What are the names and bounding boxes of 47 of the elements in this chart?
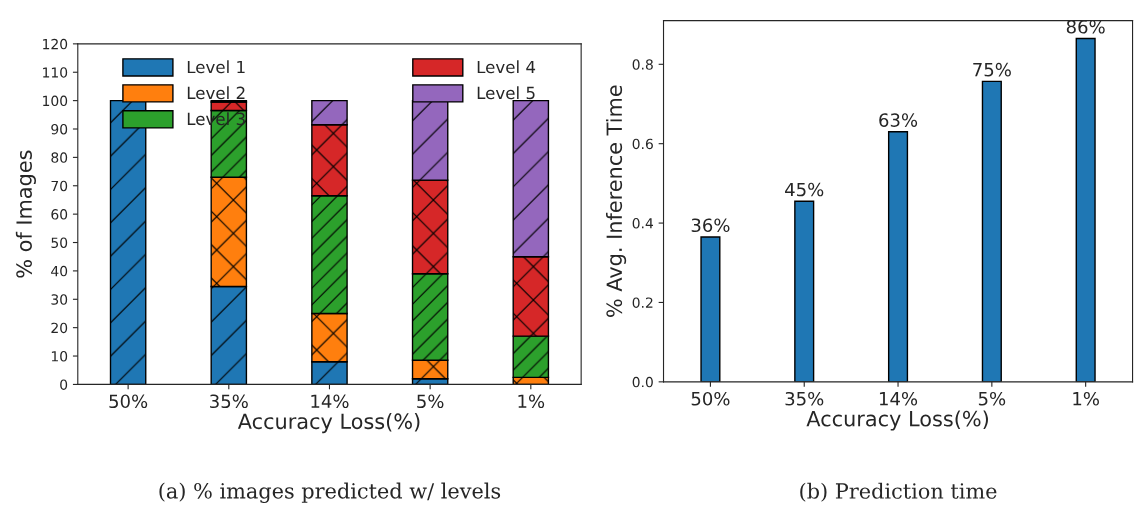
y-axis-title: % Avg. Inference Time (605, 85, 627, 317)
x-tick-label: 50% (109, 394, 148, 409)
y-tick-label: 0.6 (632, 138, 653, 150)
text: (a) % images predicted w/ levels (159, 482, 501, 504)
x-tick-label: 35% (785, 391, 824, 406)
y-tick-label: 90 (51, 123, 68, 135)
y-tick-label: 0.0 (632, 376, 653, 388)
bar (1075, 37, 1096, 382)
legend-label: Level 2 (187, 86, 245, 100)
y-tick-label: 40 (51, 265, 68, 277)
text: 45% (785, 182, 824, 197)
bar (700, 236, 721, 382)
bar (887, 131, 909, 382)
x-axis-title: Accuracy Loss(%) (237, 413, 420, 434)
y-tick-label: 60 (51, 209, 68, 220)
y-tick-label: 30 (51, 294, 68, 305)
y-tick-label: 70 (51, 180, 68, 192)
bar (981, 80, 1002, 382)
y-tick-label: 20 (51, 322, 68, 334)
text: (b) Prediction time (800, 482, 997, 502)
text: 36% (691, 218, 730, 233)
y-tick-label: 0.2 (632, 297, 653, 308)
text: 63% (879, 113, 918, 127)
legend-label: Level 1 (187, 60, 245, 74)
x-tick-label: 50% (691, 391, 730, 406)
bar (794, 200, 815, 382)
legend-label: Level 4 (477, 60, 536, 74)
y-axis-title: % of Images (15, 150, 36, 278)
y-tick-label: 100 (43, 95, 68, 107)
x-tick-label: 1% (518, 394, 545, 409)
x-tick-label: 14% (311, 394, 349, 409)
x-tick-label: 5% (978, 391, 1006, 406)
x-tick-label: 35% (210, 394, 248, 409)
y-tick-label: 80 (51, 152, 68, 163)
y-tick-label: 0 (60, 379, 68, 390)
y-tick-label: 10 (51, 351, 68, 362)
x-tick-label: 1% (1073, 391, 1099, 406)
text: 75% (973, 62, 1011, 77)
legend-label: Level 5 (477, 86, 535, 100)
x-tick-label: 14% (879, 391, 918, 406)
x-axis-title: Accuracy Loss(%) (806, 410, 988, 431)
y-tick-label: 50 (51, 237, 68, 248)
y-tick-label: 0.8 (632, 59, 653, 70)
y-tick-label: 0.4 (632, 218, 654, 229)
y-tick-label: 110 (43, 67, 68, 78)
y-tick-label: 120 (43, 38, 68, 50)
x-tick-label: 5% (417, 394, 444, 409)
